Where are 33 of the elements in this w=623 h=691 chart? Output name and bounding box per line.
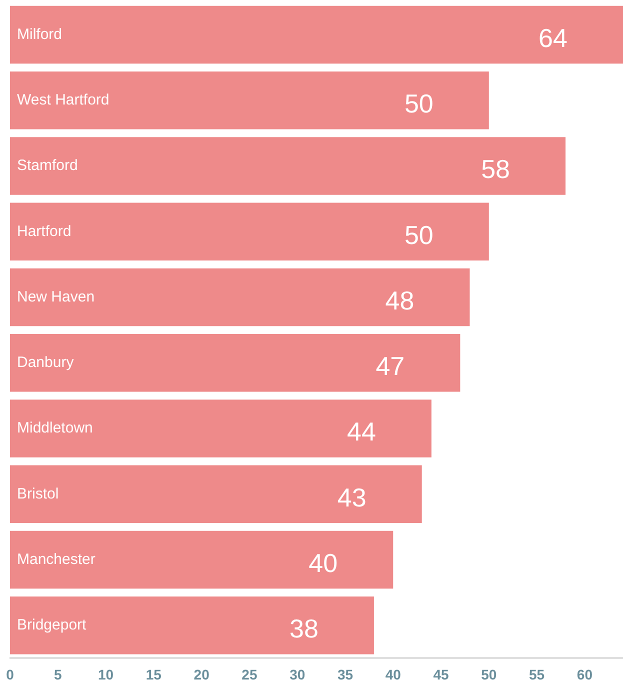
x-tick-label: 60	[576, 666, 593, 682]
x-tick-label: 40	[385, 666, 402, 682]
x-tick-label: 0	[6, 666, 14, 682]
data-label: 44	[346, 416, 376, 447]
x-tick-label: 15	[146, 666, 162, 682]
x-tick-label: 30	[290, 666, 306, 682]
y-tick-label: Bristol	[17, 485, 59, 502]
x-tick-label: 5	[54, 666, 62, 682]
y-tick-label: West Hartford	[17, 92, 110, 109]
y-tick-label: Middletown	[17, 420, 93, 437]
data-label: 38	[290, 614, 318, 644]
y-tick-label: Stamford	[17, 157, 78, 174]
data-label: 50	[404, 220, 434, 250]
data-label: 58	[481, 154, 510, 184]
data-label: 48	[385, 285, 414, 316]
y-tick-label: Manchester	[17, 550, 96, 568]
y-tick-label: Danbury	[17, 354, 74, 372]
data-label: 43	[337, 482, 366, 512]
data-label: 40	[308, 548, 338, 578]
x-tick-label: 35	[337, 666, 354, 682]
y-tick-label: Bridgeport	[17, 616, 88, 634]
data-label: 50	[404, 88, 434, 119]
y-tick-label: Milford	[17, 26, 62, 43]
x-tick-label: 50	[481, 666, 497, 682]
data-label: 64	[538, 22, 568, 53]
y-tick-label: Hartford	[17, 222, 72, 240]
x-tick-label: 25	[242, 666, 258, 682]
data-label: 47	[376, 351, 405, 382]
y-tick-label: New Haven	[17, 288, 95, 306]
x-tick-label: 55	[529, 666, 545, 682]
x-tick-label: 45	[433, 666, 450, 682]
x-tick-label: 20	[194, 666, 210, 682]
x-tick-label: 10	[98, 666, 114, 682]
